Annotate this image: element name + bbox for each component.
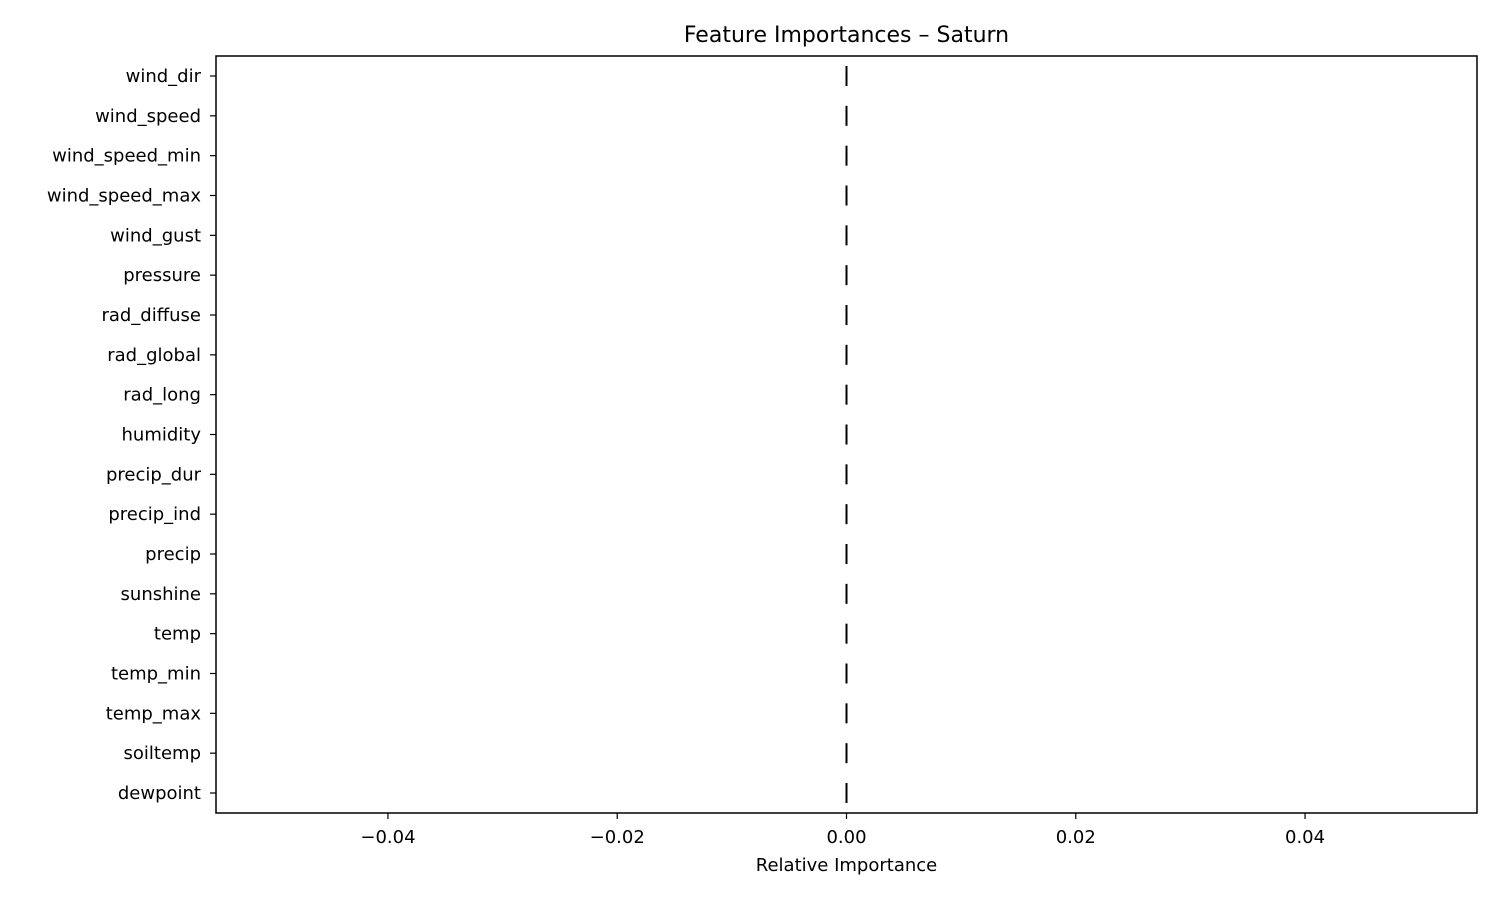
chart-title: Feature Importances – Saturn <box>684 23 1009 48</box>
y-tick-label: precip <box>145 544 201 565</box>
y-tick-label: precip_ind <box>108 504 201 525</box>
y-tick-label: temp <box>154 624 201 645</box>
y-tick-label: precip_dur <box>106 464 202 485</box>
y-tick-label: rad_global <box>107 345 201 366</box>
y-tick-label: dewpoint <box>118 783 201 804</box>
y-tick-label: temp_min <box>111 664 201 685</box>
x-tick-label: 0.04 <box>1285 827 1325 848</box>
y-tick-label: humidity <box>122 425 202 446</box>
y-tick-label: wind_gust <box>110 225 201 246</box>
x-tick-label: −0.04 <box>360 827 415 848</box>
y-tick-label: temp_max <box>106 703 202 724</box>
y-tick-label: wind_speed_min <box>52 146 201 167</box>
plot-frame <box>215 55 1478 814</box>
y-tick-label: pressure <box>123 265 201 286</box>
y-tick-label: sunshine <box>121 584 201 605</box>
x-tick-label: 0.00 <box>826 827 866 848</box>
x-tick-label: 0.02 <box>1056 827 1096 848</box>
plot-area: wind_dir wind_speed wind_speed_min wind_spe… <box>47 55 1478 848</box>
y-tick-label: rad_diffuse <box>101 305 201 326</box>
x-tick-label: −0.02 <box>590 827 645 848</box>
y-tick-label: wind_dir <box>126 66 202 87</box>
y-tick-label: wind_speed_max <box>47 186 201 207</box>
y-tick-label: soiltemp <box>124 743 201 764</box>
y-tick-label: rad_long <box>123 385 201 406</box>
x-axis-label: Relative Importance <box>756 855 937 876</box>
y-tick-label: wind_speed <box>95 106 201 127</box>
